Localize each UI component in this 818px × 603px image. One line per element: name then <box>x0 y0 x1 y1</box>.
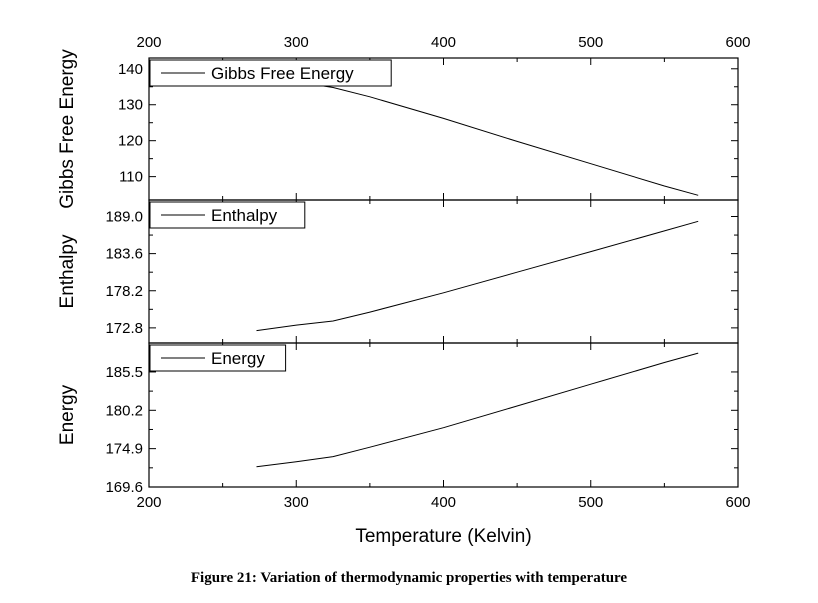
legend-label-1: Gibbs Free Energy <box>211 64 354 83</box>
x-tick-label-bottom: 200 <box>136 494 161 511</box>
series-line-3 <box>256 352 699 468</box>
y-tick-label: 178.2 <box>105 283 143 300</box>
x-axis-title: Temperature (Kelvin) <box>355 526 531 547</box>
y-tick-label: 180.2 <box>105 402 143 419</box>
x-tick-label-top: 500 <box>578 34 603 51</box>
x-tick-label-top: 400 <box>431 34 456 51</box>
y-tick-label: 183.6 <box>105 246 143 263</box>
y-tick-label: 110 <box>119 169 143 186</box>
y-tick-label: 120 <box>118 133 143 150</box>
x-tick-label-bottom: 600 <box>725 494 750 511</box>
y-tick-label: 130 <box>118 97 143 114</box>
y-tick-label: 140 <box>118 61 143 78</box>
x-tick-label-bottom: 400 <box>431 494 456 511</box>
series-line-1 <box>256 79 699 196</box>
y-tick-label: 169.6 <box>105 479 143 496</box>
x-tick-label-bottom: 300 <box>284 494 309 511</box>
y-tick-label: 185.5 <box>105 364 143 381</box>
x-tick-label-top: 600 <box>725 34 750 51</box>
series-line-2 <box>256 220 699 332</box>
x-tick-label-top: 300 <box>284 34 309 51</box>
x-tick-label-top: 200 <box>136 34 161 51</box>
y-tick-label: 174.9 <box>105 441 143 458</box>
y-axis-title-3: Energy <box>57 384 78 445</box>
y-axis-title-2: Enthalpy <box>57 234 78 308</box>
y-axis-title-1: Gibbs Free Energy <box>57 49 78 209</box>
y-tick-label: 189.0 <box>105 209 143 226</box>
legend-label-3: Energy <box>211 349 265 368</box>
figure-caption: Figure 21: Variation of thermodynamic pr… <box>190 570 628 586</box>
x-tick-label-bottom: 500 <box>578 494 603 511</box>
legend-label-2: Enthalpy <box>211 206 278 225</box>
y-tick-label: 172.8 <box>105 320 143 337</box>
